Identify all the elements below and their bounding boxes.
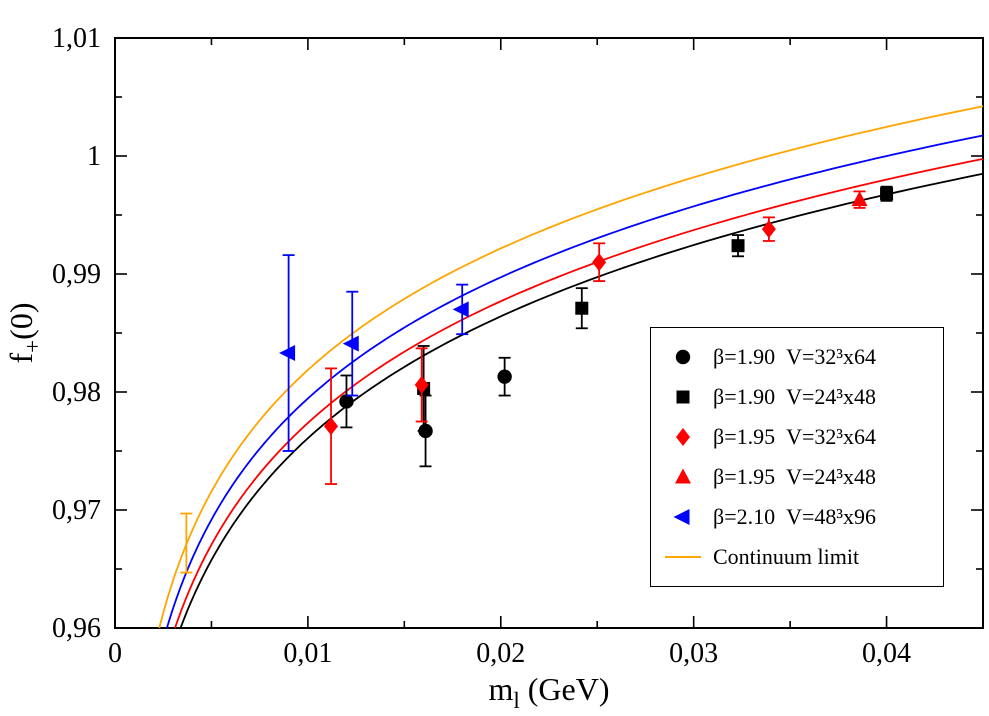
legend-item-label: β=2.10 V=48³x96	[713, 504, 876, 529]
axis-ticks	[114, 37, 984, 629]
legend-item: β=1.90 V=32³x64	[663, 337, 931, 377]
y-tick-labels: 0,96 0,97 0,98 0,99 1 1,01	[52, 23, 101, 644]
y-tick-label: 0,99	[52, 259, 101, 290]
legend-item: β=1.95 V=24³x48	[663, 457, 931, 497]
legend-item: β=2.10 V=48³x96	[663, 497, 931, 537]
legend-item-label: β=1.90 V=32³x64	[713, 344, 876, 369]
legend-item-label: Continuum limit	[713, 544, 860, 569]
triangle-up-marker-icon	[675, 468, 691, 484]
x-tick-label: 0	[108, 638, 122, 669]
x-tick-label: 0,04	[862, 638, 911, 669]
legend-item: β=1.95 V=32³x64	[663, 417, 931, 457]
curve-continuum-limit	[158, 105, 984, 629]
circle-marker-icon	[675, 349, 691, 365]
y-tick-label: 1	[87, 141, 101, 172]
series-beta190-V32x64	[339, 356, 512, 468]
line-marker-icon	[665, 556, 701, 558]
square-marker-icon	[676, 390, 690, 404]
x-axis-title: ml (GeV)	[488, 671, 609, 713]
y-tick-label: 0,97	[52, 495, 101, 526]
curve-fit-beta195	[174, 157, 984, 629]
curve-fit-beta210	[166, 134, 984, 629]
x-tick-label: 0,01	[283, 638, 332, 669]
y-tick-label: 0,98	[52, 377, 101, 408]
x-tick-label: 0,02	[476, 638, 525, 669]
series-beta210-V48x96	[279, 254, 469, 452]
y-tick-label: 0,96	[52, 613, 101, 644]
x-tick-labels: 0 0,01 0,02 0,03 0,04	[108, 638, 911, 669]
legend-item: β=1.90 V=24³x48	[663, 377, 931, 417]
y-tick-label: 1,01	[52, 23, 101, 54]
series-beta195-V24x48	[851, 190, 868, 209]
legend-item-label: β=1.95 V=24³x48	[713, 464, 876, 489]
legend-item: Continuum limit	[663, 537, 931, 577]
series-continuum-physical-point	[180, 512, 193, 574]
series-beta190-V24x48	[417, 185, 894, 432]
diamond-marker-icon	[676, 428, 690, 446]
y-axis-title: f+(0)	[3, 303, 45, 364]
legend-item-label: β=1.90 V=24³x48	[713, 384, 876, 409]
legend: β=1.90 V=32³x64 β=1.90 V=24³x48 β=1.95 V=3…	[650, 327, 944, 587]
series-beta195-V32x64	[324, 216, 776, 485]
x-tick-label: 0,03	[669, 638, 718, 669]
triangle-left-marker-icon	[673, 509, 690, 525]
legend-item-label: β=1.95 V=32³x64	[713, 424, 876, 449]
